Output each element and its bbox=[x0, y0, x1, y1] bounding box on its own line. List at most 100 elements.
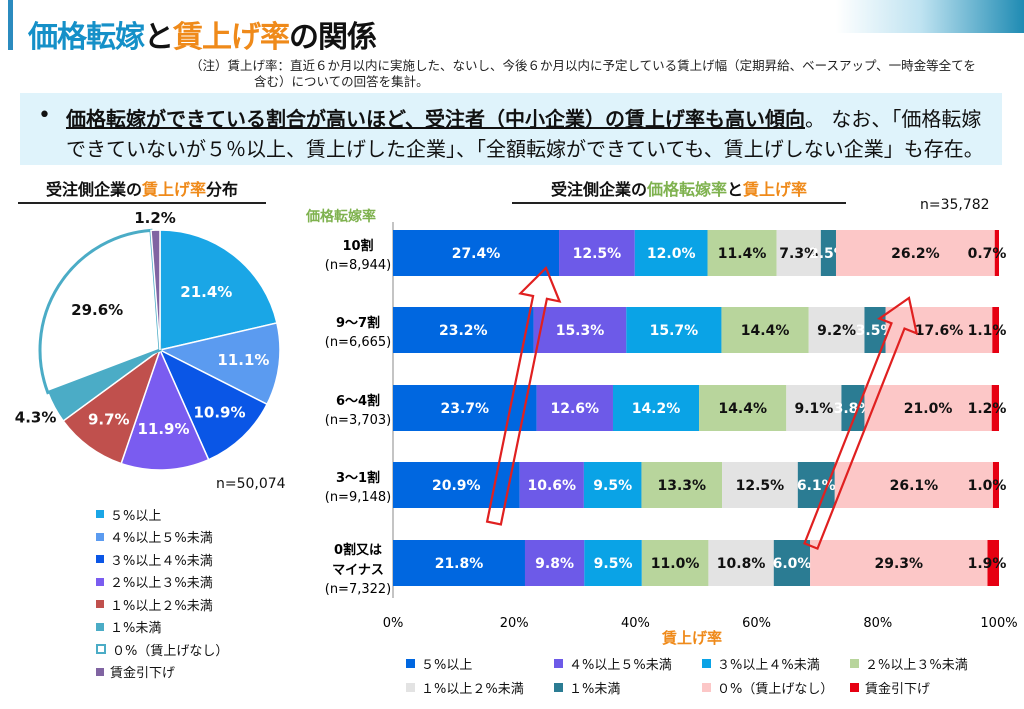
bar-data-label: 27.4% bbox=[452, 246, 501, 262]
summary-bullet: • bbox=[38, 103, 51, 128]
pie-chart-title: 受注側企業の賃上げ率分布 bbox=[18, 176, 266, 200]
bar-category-n: (n=8,944) bbox=[325, 258, 392, 273]
bar-legend-label: ２%以上３%未満 bbox=[865, 658, 968, 673]
bar-segment bbox=[841, 385, 865, 431]
bar-legend-swatch bbox=[406, 659, 415, 668]
bar-legend-item: ０%（賃上げなし） bbox=[702, 678, 833, 697]
bar-data-label: 10.8% bbox=[717, 556, 766, 572]
bar-x-axis-label: 賃上げ率 bbox=[662, 629, 723, 647]
bar-category-n: (n=7,322) bbox=[325, 582, 392, 597]
bar-segment bbox=[987, 540, 999, 586]
bar-segment bbox=[722, 462, 798, 508]
bar-segment bbox=[641, 462, 723, 508]
bar-segment bbox=[835, 230, 995, 276]
summary-line-1: 価格転嫁ができている割合が高いほど、受注者（中小企業）の賃上げ率も高い傾向。 な… bbox=[66, 103, 981, 132]
bar-category-label: 0割又は bbox=[334, 542, 382, 558]
bar-title-pre: 受注側企業の bbox=[550, 180, 647, 199]
bar-x-tick-label: 0% bbox=[383, 616, 404, 631]
bar-legend-item: ３%以上４%未満 bbox=[702, 654, 820, 673]
bar-segment bbox=[864, 385, 992, 431]
bar-segment bbox=[773, 540, 811, 586]
bar-segment bbox=[708, 540, 774, 586]
pie-data-label: 29.6% bbox=[71, 301, 123, 319]
pie-title-accent: 賃上げ率 bbox=[141, 180, 206, 199]
bar-data-label: 9.8% bbox=[535, 556, 574, 572]
pie-legend-swatch bbox=[96, 667, 104, 676]
bar-segment bbox=[583, 462, 642, 508]
bar-legend-swatch bbox=[702, 659, 711, 668]
pie-slice bbox=[38, 228, 162, 395]
pie-slice bbox=[150, 229, 161, 351]
pie-legend-swatch bbox=[96, 555, 104, 564]
bar-segment bbox=[533, 307, 627, 353]
bar-segment bbox=[820, 230, 836, 276]
bar-segment bbox=[721, 307, 809, 353]
bar-legend-item: １%未満 bbox=[554, 678, 620, 697]
bar-legend-label: ４%以上５%未満 bbox=[569, 658, 672, 673]
bar-legend-label: 賃金引下げ bbox=[865, 682, 931, 697]
bar-legend-swatch bbox=[554, 659, 563, 668]
pie-slice bbox=[159, 229, 278, 351]
bar-segment bbox=[584, 540, 642, 586]
bar-legend-swatch bbox=[702, 683, 711, 692]
bar-data-label: 1.1% bbox=[968, 323, 1007, 339]
bar-sample-size: n=35,782 bbox=[920, 197, 990, 213]
bar-legend-label: ３%以上４%未満 bbox=[717, 658, 820, 673]
pie-data-label: 21.4% bbox=[180, 283, 232, 301]
bar-data-label: 12.5% bbox=[573, 246, 622, 262]
bar-segment bbox=[994, 230, 999, 276]
pie-legend-label: １%未満 bbox=[110, 621, 162, 637]
bar-x-tick-label: 60% bbox=[742, 616, 771, 631]
bar-data-label: 12.5% bbox=[736, 478, 785, 494]
bar-data-label: 3.8% bbox=[834, 401, 873, 417]
bar-data-label: 9.5% bbox=[593, 478, 632, 494]
bar-segment bbox=[992, 462, 999, 508]
pie-legend: ５%以上 ４%以上５%未満 ３%以上４%未満 ２%以上３%未満 １%以上２%未満 １%未満… bbox=[96, 503, 228, 683]
summary-line-2: できていないが５％以上、賃上げした企業」、「全額転嫁ができていても、賃上げしない… bbox=[66, 137, 984, 161]
header-decoration-bar bbox=[836, 0, 1024, 33]
bar-data-label: 11.4% bbox=[718, 246, 767, 262]
pie-legend-item: ２%以上３%未満 bbox=[96, 571, 228, 594]
bar-category-label: 6～4割 bbox=[336, 393, 380, 409]
bar-legend-item: ２%以上３%未満 bbox=[850, 654, 968, 673]
bar-data-label: 12.6% bbox=[551, 401, 600, 417]
footnote-line-2: 含む）についての回答を集計。 bbox=[254, 74, 429, 89]
bar-segment bbox=[776, 230, 821, 276]
pie-slice bbox=[120, 347, 210, 471]
pie-data-label: 9.7% bbox=[88, 411, 130, 429]
bar-segment bbox=[991, 385, 999, 431]
pie-legend-label: ４%以上５%未満 bbox=[110, 531, 213, 547]
footnote: （注）賃上げ率：直近６か月以内に実施した、ないし、今後６か月以内に予定している賃… bbox=[190, 58, 1010, 90]
bar-legend-swatch bbox=[406, 683, 415, 692]
bar-legend-item: 賃金引下げ bbox=[850, 678, 930, 697]
bar-x-tick-label: 100% bbox=[980, 616, 1017, 631]
pie-legend-label: １%以上２%未満 bbox=[110, 598, 213, 614]
bar-category-n: (n=3,703) bbox=[325, 413, 392, 428]
bar-segment bbox=[808, 307, 865, 353]
pie-sample-size: n=50,074 bbox=[216, 476, 286, 492]
pie-legend-swatch bbox=[96, 644, 106, 655]
bar-category-label: マイナス bbox=[332, 563, 384, 578]
pie-slice bbox=[62, 347, 162, 465]
pie-data-label: 1.2% bbox=[134, 209, 176, 227]
trend-arrow-left bbox=[485, 266, 562, 526]
bar-segment bbox=[524, 540, 585, 586]
pie-legend-swatch bbox=[96, 577, 104, 586]
bar-segment bbox=[641, 540, 709, 586]
pie-legend-item: １%未満 bbox=[96, 616, 228, 639]
pie-data-label: 11.9% bbox=[137, 420, 189, 438]
bar-legend-swatch bbox=[554, 683, 563, 692]
bar-data-label: 11.0% bbox=[651, 556, 700, 572]
pie-legend-swatch bbox=[96, 622, 104, 631]
bar-data-label: 15.7% bbox=[650, 323, 699, 339]
bar-data-label: 21.0% bbox=[904, 401, 953, 417]
footnote-line-1: （注）賃上げ率：直近６か月以内に実施した、ないし、今後６か月以内に予定している賃… bbox=[190, 58, 976, 73]
bar-data-label: 15.3% bbox=[556, 323, 605, 339]
bar-legend-swatch bbox=[850, 659, 859, 668]
bar-category-n: (n=9,148) bbox=[325, 490, 392, 505]
pie-legend-item: ４%以上５%未満 bbox=[96, 526, 228, 549]
bar-data-label: 9.1% bbox=[794, 401, 833, 417]
bar-data-label: 7.3% bbox=[779, 246, 818, 262]
bar-segment bbox=[626, 307, 722, 353]
